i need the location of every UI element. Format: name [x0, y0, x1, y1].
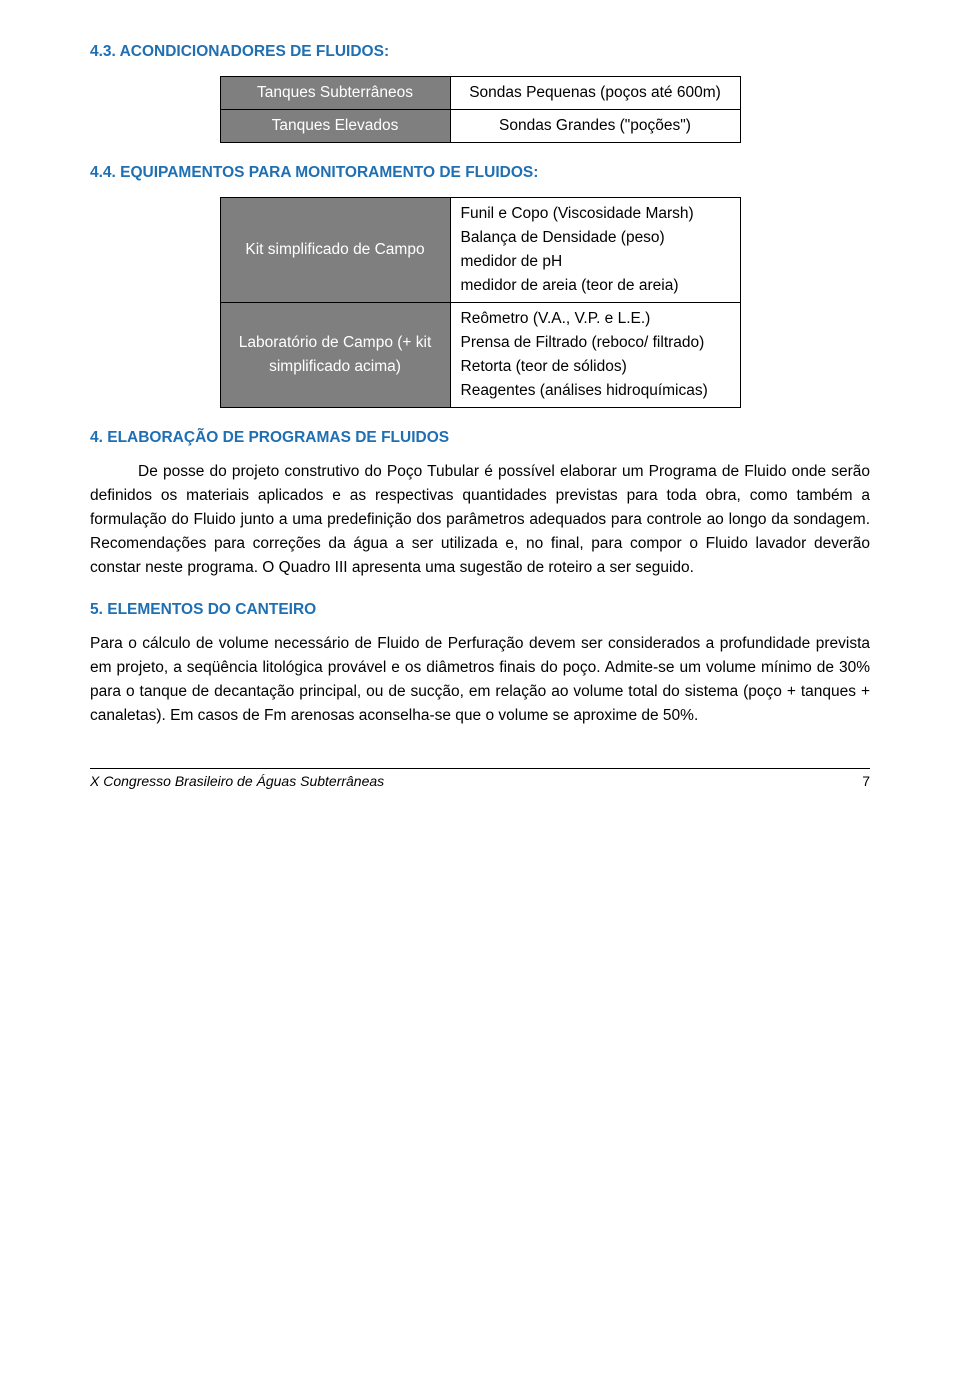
cell-line: medidor de areia (teor de areia): [461, 274, 730, 298]
table-cell-right: Sondas Grandes ("poções"): [450, 110, 740, 143]
table-cell-right: Funil e Copo (Viscosidade Marsh) Balança…: [450, 198, 740, 303]
page-number: 7: [862, 771, 870, 793]
cell-line: Prensa de Filtrado (reboco/ filtrado): [461, 331, 730, 355]
cell-line: Retorta (teor de sólidos): [461, 355, 730, 379]
heading-sec4main: 4. ELABORAÇÃO DE PROGRAMAS DE FLUIDOS: [90, 426, 870, 450]
footer-text: X Congresso Brasileiro de Águas Subterrâ…: [90, 771, 384, 793]
heading-sec44: 4.4. EQUIPAMENTOS PARA MONITORAMENTO DE …: [90, 161, 870, 185]
footer: X Congresso Brasileiro de Águas Subterrâ…: [90, 768, 870, 793]
cell-line: Funil e Copo (Viscosidade Marsh): [461, 202, 730, 226]
table-acondicionadores: Tanques Subterrâneos Sondas Pequenas (po…: [220, 76, 741, 143]
table-equipamentos: Kit simplificado de Campo Funil e Copo (…: [220, 197, 741, 408]
table-row: Laboratório de Campo (+ kit simplificado…: [220, 303, 740, 408]
table-cell-left: Laboratório de Campo (+ kit simplificado…: [220, 303, 450, 408]
table-row: Tanques Elevados Sondas Grandes ("poções…: [220, 110, 740, 143]
table-row: Kit simplificado de Campo Funil e Copo (…: [220, 198, 740, 303]
table-cell-left: Tanques Elevados: [220, 110, 450, 143]
cell-line: Reômetro (V.A., V.P. e L.E.): [461, 307, 730, 331]
heading-sec5: 5. ELEMENTOS DO CANTEIRO: [90, 598, 870, 622]
cell-line: Balança de Densidade (peso): [461, 226, 730, 250]
table-row: Tanques Subterrâneos Sondas Pequenas (po…: [220, 77, 740, 110]
cell-line: Reagentes (análises hidroquímicas): [461, 379, 730, 403]
table-cell-right: Reômetro (V.A., V.P. e L.E.) Prensa de F…: [450, 303, 740, 408]
table-cell-right: Sondas Pequenas (poços até 600m): [450, 77, 740, 110]
table-cell-left: Kit simplificado de Campo: [220, 198, 450, 303]
paragraph-sec4: De posse do projeto construtivo do Poço …: [90, 460, 870, 580]
heading-sec43: 4.3. ACONDICIONADORES DE FLUIDOS:: [90, 40, 870, 64]
cell-line: medidor de pH: [461, 250, 730, 274]
paragraph-sec5: Para o cálculo de volume necessário de F…: [90, 632, 870, 728]
table-cell-left: Tanques Subterrâneos: [220, 77, 450, 110]
